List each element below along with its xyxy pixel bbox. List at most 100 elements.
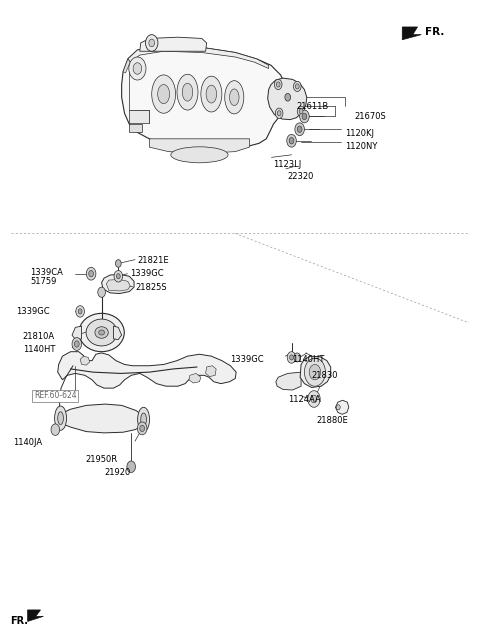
Text: 21880E: 21880E bbox=[316, 415, 348, 424]
Text: 1140JA: 1140JA bbox=[13, 438, 42, 447]
Ellipse shape bbox=[157, 85, 169, 103]
Text: 21830: 21830 bbox=[312, 371, 338, 380]
Circle shape bbox=[127, 461, 135, 473]
Ellipse shape bbox=[201, 76, 222, 112]
Text: 21920: 21920 bbox=[104, 468, 130, 477]
Polygon shape bbox=[72, 326, 82, 340]
Text: 1120KJ: 1120KJ bbox=[345, 129, 374, 138]
Circle shape bbox=[98, 287, 106, 297]
Circle shape bbox=[299, 108, 303, 114]
Circle shape bbox=[72, 338, 82, 351]
Ellipse shape bbox=[141, 413, 146, 426]
Polygon shape bbox=[189, 374, 201, 383]
Polygon shape bbox=[107, 279, 130, 291]
Circle shape bbox=[145, 35, 158, 51]
Circle shape bbox=[295, 123, 304, 135]
Ellipse shape bbox=[58, 412, 63, 424]
Polygon shape bbox=[28, 610, 43, 621]
Circle shape bbox=[287, 352, 296, 363]
Polygon shape bbox=[205, 366, 216, 377]
Circle shape bbox=[304, 358, 325, 386]
Ellipse shape bbox=[86, 319, 117, 346]
Circle shape bbox=[276, 108, 283, 118]
Ellipse shape bbox=[225, 81, 244, 114]
Text: 51759: 51759 bbox=[30, 277, 56, 286]
Circle shape bbox=[116, 259, 121, 267]
Text: 1123LJ: 1123LJ bbox=[274, 160, 301, 169]
Circle shape bbox=[137, 422, 147, 435]
Circle shape bbox=[116, 273, 120, 279]
Polygon shape bbox=[123, 59, 130, 73]
Polygon shape bbox=[336, 400, 349, 414]
Circle shape bbox=[289, 355, 293, 360]
Text: 1339GC: 1339GC bbox=[16, 307, 49, 316]
Polygon shape bbox=[80, 356, 90, 365]
Circle shape bbox=[294, 353, 300, 362]
Circle shape bbox=[309, 365, 321, 380]
Circle shape bbox=[287, 134, 296, 147]
Circle shape bbox=[311, 395, 317, 403]
Circle shape bbox=[129, 57, 146, 80]
Circle shape bbox=[285, 94, 290, 101]
Polygon shape bbox=[149, 139, 250, 153]
Circle shape bbox=[295, 84, 299, 89]
Ellipse shape bbox=[182, 83, 193, 101]
Polygon shape bbox=[128, 46, 269, 69]
Text: 1339GC: 1339GC bbox=[130, 269, 164, 278]
Text: 1124AA: 1124AA bbox=[288, 395, 321, 404]
Polygon shape bbox=[114, 326, 121, 340]
Circle shape bbox=[300, 110, 309, 123]
Polygon shape bbox=[59, 404, 145, 433]
Ellipse shape bbox=[99, 330, 105, 335]
Polygon shape bbox=[300, 356, 331, 388]
Ellipse shape bbox=[177, 74, 198, 110]
Text: 21810A: 21810A bbox=[23, 332, 55, 341]
Text: 22320: 22320 bbox=[288, 172, 314, 181]
Text: 21825S: 21825S bbox=[135, 282, 167, 291]
Circle shape bbox=[297, 126, 302, 132]
Circle shape bbox=[277, 110, 281, 116]
Circle shape bbox=[149, 39, 155, 47]
Text: 21611B: 21611B bbox=[296, 101, 329, 110]
Text: 21950R: 21950R bbox=[85, 455, 117, 464]
Circle shape bbox=[302, 113, 307, 119]
Text: 1339GC: 1339GC bbox=[230, 355, 264, 364]
Circle shape bbox=[336, 404, 340, 410]
Polygon shape bbox=[129, 124, 142, 132]
Circle shape bbox=[140, 425, 144, 431]
Ellipse shape bbox=[206, 85, 216, 103]
Circle shape bbox=[86, 267, 96, 280]
Text: 1339CA: 1339CA bbox=[30, 268, 63, 277]
Polygon shape bbox=[102, 274, 134, 293]
Text: 1140HT: 1140HT bbox=[292, 355, 325, 364]
Circle shape bbox=[289, 137, 294, 144]
Text: FR.: FR. bbox=[425, 27, 444, 37]
Circle shape bbox=[133, 63, 142, 74]
Circle shape bbox=[308, 391, 320, 407]
Circle shape bbox=[89, 270, 94, 277]
Polygon shape bbox=[276, 372, 301, 390]
Ellipse shape bbox=[152, 75, 176, 113]
Ellipse shape bbox=[79, 313, 124, 352]
Polygon shape bbox=[121, 46, 288, 149]
Circle shape bbox=[297, 106, 305, 116]
Text: 21821E: 21821E bbox=[137, 256, 169, 265]
Circle shape bbox=[275, 80, 282, 90]
Polygon shape bbox=[58, 352, 236, 388]
Ellipse shape bbox=[55, 406, 67, 430]
Ellipse shape bbox=[171, 147, 228, 163]
Circle shape bbox=[276, 82, 280, 87]
Ellipse shape bbox=[229, 89, 239, 105]
Ellipse shape bbox=[95, 327, 108, 338]
Circle shape bbox=[76, 306, 84, 317]
Polygon shape bbox=[402, 27, 421, 40]
Circle shape bbox=[51, 424, 60, 435]
Text: 1120NY: 1120NY bbox=[345, 142, 377, 151]
Circle shape bbox=[78, 309, 82, 314]
Text: 21670S: 21670S bbox=[355, 112, 386, 121]
Polygon shape bbox=[140, 37, 206, 51]
Text: 1140HT: 1140HT bbox=[23, 345, 55, 354]
Circle shape bbox=[74, 341, 79, 347]
Text: FR.: FR. bbox=[10, 616, 28, 627]
Ellipse shape bbox=[138, 407, 150, 431]
